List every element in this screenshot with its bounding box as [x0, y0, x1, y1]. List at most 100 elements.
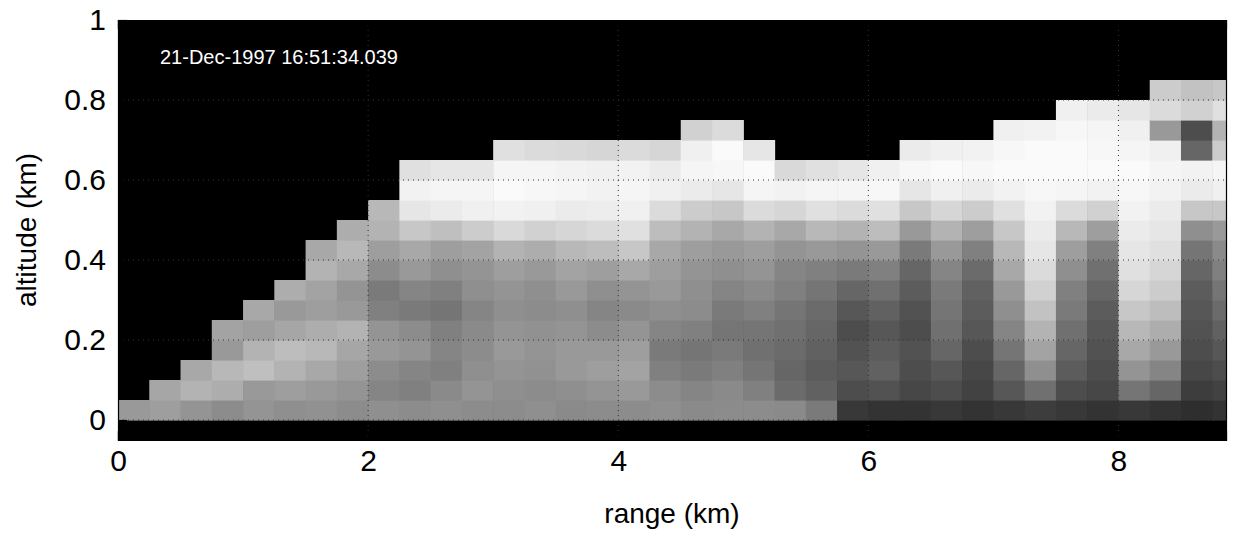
cell	[1150, 80, 1182, 101]
cell	[712, 240, 744, 261]
cell	[681, 400, 713, 421]
tick-mark	[868, 431, 869, 440]
cell	[712, 220, 744, 241]
cell	[1118, 380, 1150, 401]
cell	[524, 220, 556, 241]
cell	[837, 380, 869, 401]
cell	[368, 220, 400, 241]
cell	[1212, 80, 1226, 101]
cell	[1025, 400, 1057, 421]
cell	[1150, 280, 1182, 301]
cell	[649, 280, 681, 301]
cell	[306, 240, 338, 261]
cell	[900, 260, 932, 281]
cell	[1150, 100, 1182, 121]
cell	[1056, 220, 1088, 241]
x-axis: 02468	[110, 431, 1226, 477]
grid-line	[118, 420, 1226, 421]
cell	[556, 280, 588, 301]
cell	[1181, 180, 1213, 201]
cell	[743, 300, 775, 321]
cell	[806, 200, 838, 221]
cell	[1181, 80, 1213, 101]
cell	[993, 280, 1025, 301]
cell	[1181, 380, 1213, 401]
tick: 0.2	[64, 323, 127, 356]
tick-label: 6	[860, 444, 877, 477]
cell	[775, 300, 807, 321]
cell	[1150, 320, 1182, 341]
tick-mark	[1118, 431, 1119, 440]
cell	[618, 200, 650, 221]
cell	[368, 240, 400, 261]
cell	[587, 360, 619, 381]
cell	[806, 400, 838, 421]
cell	[1087, 220, 1119, 241]
cell	[368, 280, 400, 301]
cell	[431, 340, 463, 361]
cell	[1025, 260, 1057, 281]
cell	[493, 260, 525, 281]
cell	[1087, 200, 1119, 221]
cell	[524, 200, 556, 221]
cell	[681, 380, 713, 401]
tick-label: 2	[360, 444, 377, 477]
cell	[931, 320, 963, 341]
cell	[962, 140, 994, 161]
cell	[1181, 260, 1213, 281]
cell	[618, 380, 650, 401]
tick: 2	[360, 431, 377, 477]
cell	[618, 280, 650, 301]
cell	[212, 340, 244, 361]
cell	[462, 400, 494, 421]
cell	[1212, 140, 1226, 161]
cell	[493, 320, 525, 341]
cell	[524, 320, 556, 341]
y-axis-title: altitude (km)	[11, 153, 42, 307]
cell	[712, 300, 744, 321]
cell	[681, 300, 713, 321]
cell	[1212, 260, 1226, 281]
cell	[775, 400, 807, 421]
cell	[837, 160, 869, 181]
cell	[431, 380, 463, 401]
cell	[243, 300, 275, 321]
cell	[1087, 240, 1119, 261]
cell	[587, 240, 619, 261]
cell	[1212, 100, 1226, 121]
tick-mark	[368, 431, 369, 440]
cell	[243, 360, 275, 381]
tick-mark	[118, 420, 127, 421]
tick-mark	[118, 180, 127, 181]
cell	[868, 240, 900, 261]
cell	[212, 320, 244, 341]
grid-line	[118, 100, 1226, 101]
cell	[837, 340, 869, 361]
cell	[806, 280, 838, 301]
cell	[962, 260, 994, 281]
cell	[962, 360, 994, 381]
cell	[337, 400, 369, 421]
cell	[556, 220, 588, 241]
cell	[368, 360, 400, 381]
cell	[962, 280, 994, 301]
axis-line	[119, 431, 1227, 441]
cell	[556, 200, 588, 221]
cell	[1181, 140, 1213, 161]
cell	[837, 180, 869, 201]
cell	[1118, 300, 1150, 321]
cell	[775, 280, 807, 301]
cell	[337, 380, 369, 401]
cell	[712, 360, 744, 381]
cell	[743, 400, 775, 421]
cell	[431, 220, 463, 241]
cell	[1025, 360, 1057, 381]
cell	[274, 320, 306, 341]
tick: 8	[1111, 431, 1128, 477]
cell	[900, 160, 932, 181]
cell	[649, 220, 681, 241]
cell	[556, 180, 588, 201]
tick-mark	[618, 20, 619, 29]
y-axis-right	[1226, 21, 1227, 441]
cell	[618, 300, 650, 321]
